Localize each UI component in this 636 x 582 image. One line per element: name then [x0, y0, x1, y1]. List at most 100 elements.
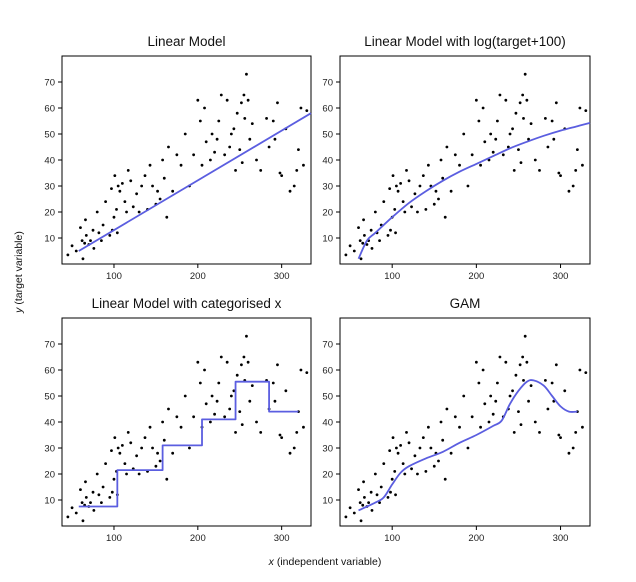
data-point: [575, 148, 579, 152]
data-point: [80, 501, 84, 504]
chart-title-categorised: Linear Model with categorised x: [92, 296, 282, 311]
y-tick-label-linear: 40: [44, 156, 55, 167]
data-point: [533, 158, 537, 162]
data-point: [413, 192, 417, 196]
y-tick-label-linear: 70: [44, 78, 55, 89]
data-point: [396, 451, 400, 455]
data-point: [288, 189, 292, 193]
data-point: [522, 117, 525, 120]
data-point: [546, 145, 550, 149]
data-point: [126, 431, 130, 434]
data-point: [394, 231, 397, 235]
data-point: [188, 446, 191, 450]
data-point: [110, 449, 113, 452]
data-point: [219, 355, 223, 359]
data-point: [113, 174, 117, 178]
y-tick-label-gam: 30: [322, 444, 333, 455]
y-tick-label-categorised: 20: [44, 470, 55, 481]
data-point: [210, 132, 214, 136]
data-point: [394, 184, 398, 188]
data-point: [210, 394, 214, 398]
y-tick-label-linear: 60: [44, 104, 55, 115]
data-point: [83, 241, 87, 245]
y-tick-label-gam: 60: [322, 366, 333, 377]
data-point: [581, 425, 584, 429]
fit-line-gam: [358, 379, 578, 512]
data-point: [388, 187, 392, 191]
data-point: [171, 189, 175, 193]
data-point: [514, 373, 518, 377]
data-point: [382, 462, 386, 465]
data-point: [165, 215, 169, 219]
data-point: [238, 148, 242, 152]
x-tick-label-gam: 200: [468, 533, 484, 544]
data-point: [498, 93, 502, 97]
data-point: [240, 101, 243, 105]
data-point: [223, 153, 227, 157]
y-tick-label-gam: 50: [322, 392, 333, 403]
data-point: [554, 363, 558, 367]
data-point: [386, 496, 390, 499]
data-point: [243, 117, 247, 120]
data-point: [432, 202, 436, 206]
data-point: [373, 472, 377, 476]
data-point: [302, 163, 305, 167]
data-point: [538, 431, 541, 434]
data-point: [280, 436, 284, 439]
data-point: [525, 360, 529, 364]
data-point: [443, 477, 447, 481]
data-point: [399, 444, 403, 447]
data-point: [519, 161, 523, 165]
data-point: [192, 153, 196, 157]
data-point: [449, 451, 453, 455]
panel-categorised: Linear Model with categorised x 10 20 30 40…: [44, 296, 312, 544]
data-point: [386, 234, 390, 237]
data-point: [97, 493, 101, 497]
data-point: [529, 384, 533, 387]
x-tick-label-loglinear: 200: [468, 271, 484, 282]
x-axis-label: x (independent variable): [268, 556, 382, 568]
data-point: [403, 472, 407, 476]
data-point: [92, 509, 96, 512]
data-point: [519, 423, 523, 426]
data-point: [533, 420, 537, 424]
data-point: [198, 381, 202, 385]
data-point: [228, 407, 232, 411]
data-point: [240, 423, 244, 426]
data-point: [234, 169, 237, 172]
data-point: [439, 420, 443, 424]
data-point: [348, 244, 352, 248]
data-point: [248, 399, 252, 403]
data-point: [158, 459, 162, 463]
data-point: [363, 234, 366, 237]
y-tick-label-categorised: 40: [44, 418, 55, 429]
data-point: [522, 379, 525, 382]
data-point: [112, 215, 116, 219]
data-point: [369, 490, 373, 494]
data-point: [410, 467, 413, 471]
data-point: [115, 231, 119, 235]
data-point: [234, 431, 237, 434]
data-point: [434, 189, 438, 193]
data-point: [421, 174, 425, 178]
data-point: [175, 415, 179, 419]
y-tick-label-loglinear: 60: [322, 104, 333, 115]
data-point: [494, 399, 498, 403]
data-point: [367, 501, 371, 504]
y-axis-label-text: (target variable): [13, 231, 25, 307]
data-point: [511, 127, 514, 131]
data-point: [403, 210, 407, 214]
data-point: [401, 200, 405, 204]
data-point: [259, 431, 263, 434]
data-point: [259, 169, 263, 172]
data-point: [74, 249, 78, 253]
data-point: [238, 410, 242, 413]
data-point: [91, 490, 95, 494]
data-point: [441, 176, 445, 180]
y-tick-label-loglinear: 50: [322, 130, 333, 141]
data-point: [578, 106, 582, 110]
data-point: [135, 192, 139, 196]
data-point: [525, 98, 529, 102]
data-point: [518, 363, 522, 367]
data-point: [407, 441, 411, 445]
